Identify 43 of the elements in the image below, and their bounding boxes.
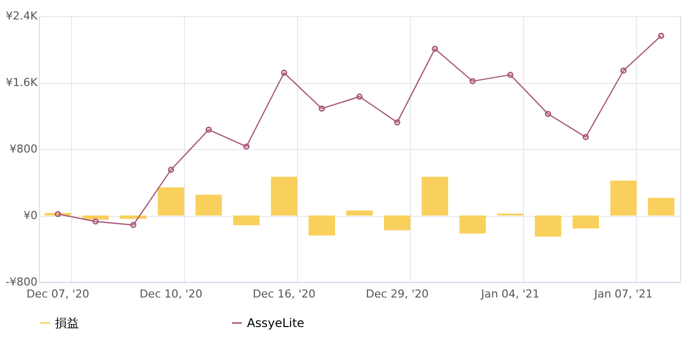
y-tick-label: ¥2.4K bbox=[6, 10, 38, 22]
bar bbox=[346, 210, 373, 216]
bar bbox=[610, 180, 637, 216]
bar bbox=[158, 187, 184, 216]
y-tick-label: ¥1.6K bbox=[6, 76, 38, 89]
y-tick-label: -¥800 bbox=[6, 276, 38, 288]
x-tick-label: Dec 10, '20 bbox=[140, 288, 202, 300]
point bbox=[206, 126, 212, 133]
x-tick-label: Dec 07, '20 bbox=[26, 288, 90, 300]
bar bbox=[648, 198, 674, 216]
bar bbox=[270, 176, 298, 216]
point bbox=[92, 218, 99, 225]
bar bbox=[384, 216, 410, 230]
point bbox=[356, 94, 363, 100]
bar bbox=[534, 216, 562, 237]
point bbox=[168, 166, 174, 173]
x-tick-label: Jan 04, '21 bbox=[480, 288, 540, 300]
point bbox=[620, 68, 627, 74]
bar bbox=[82, 216, 109, 220]
point bbox=[394, 119, 400, 126]
point bbox=[130, 222, 136, 228]
bar bbox=[195, 194, 222, 216]
legend-label: AssyeLite bbox=[247, 316, 304, 330]
point bbox=[432, 46, 438, 52]
point bbox=[507, 72, 514, 78]
bar bbox=[233, 216, 260, 226]
bar bbox=[422, 176, 448, 216]
point bbox=[544, 110, 552, 118]
point bbox=[280, 70, 288, 76]
point bbox=[243, 144, 250, 150]
point bbox=[318, 106, 325, 112]
x-tick-label: Dec 16, '20 bbox=[252, 288, 316, 300]
point bbox=[582, 134, 589, 140]
y-tick-label: ¥0 bbox=[24, 209, 38, 222]
bar bbox=[120, 216, 146, 219]
point bbox=[470, 78, 476, 84]
y-tick-label: ¥800 bbox=[10, 142, 38, 156]
x-tick-label: Dec 29, '20 bbox=[366, 288, 429, 300]
x-tick-label: Jan 07, '21 bbox=[593, 288, 653, 300]
bar bbox=[308, 216, 335, 236]
legend-label: 損益 bbox=[55, 316, 79, 330]
bar bbox=[459, 216, 486, 234]
bar bbox=[572, 216, 599, 228]
